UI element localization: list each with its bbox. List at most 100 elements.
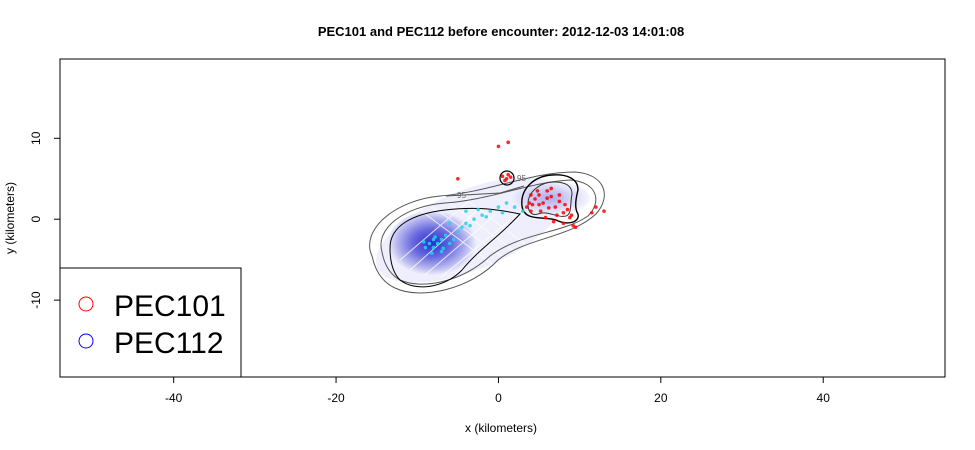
- data-point: [538, 209, 543, 213]
- x-axis-label: x (kilometers): [465, 421, 537, 435]
- contour-inner: [389, 207, 521, 288]
- y-axis-label: y (kilometers): [3, 182, 17, 254]
- data-point: [565, 207, 570, 212]
- contour-label-2: 95: [517, 174, 526, 183]
- data-point: [551, 219, 556, 224]
- data-point: [500, 174, 505, 179]
- data-point: [594, 205, 598, 209]
- data-point: [602, 209, 606, 213]
- data-point: [421, 240, 426, 244]
- data-point: [433, 235, 437, 239]
- y-tick-label: 0: [29, 216, 43, 223]
- legend-marker-pec101: [78, 296, 94, 312]
- data-point: [533, 197, 537, 201]
- data-point: [476, 207, 480, 212]
- data-point: [439, 237, 444, 242]
- data-point: [506, 172, 510, 177]
- series-pec101: [456, 140, 606, 230]
- contour-middle: [380, 179, 597, 285]
- data-point: [423, 245, 428, 250]
- data-point: [503, 178, 507, 183]
- series-pec112: [421, 201, 525, 255]
- data-point: [553, 205, 558, 209]
- data-point: [441, 246, 446, 251]
- data-point: [484, 214, 489, 219]
- data-point: [472, 217, 476, 222]
- data-point: [529, 209, 533, 213]
- data-point: [529, 193, 533, 197]
- data-point: [480, 213, 485, 217]
- chart-title: PEC101 and PEC112 before encounter: 2012…: [318, 24, 684, 39]
- contour-connector: [445, 185, 525, 197]
- data-point: [447, 241, 452, 246]
- data-point: [464, 221, 468, 226]
- data-point: [456, 176, 460, 181]
- legend-box: [59, 267, 242, 378]
- data-point: [488, 209, 493, 213]
- data-point: [545, 196, 549, 200]
- data-point: [543, 215, 548, 220]
- contour-label: 95: [457, 191, 466, 200]
- data-point: [460, 225, 464, 230]
- data-point: [427, 241, 432, 246]
- data-point: [506, 140, 510, 145]
- data-point: [464, 209, 468, 213]
- data-point: [541, 201, 545, 205]
- x-tick-label: 0: [495, 391, 502, 405]
- data-point: [555, 213, 559, 217]
- data-point: [537, 202, 541, 207]
- data-point: [545, 189, 549, 193]
- data-point: [512, 205, 517, 209]
- data-point: [557, 193, 562, 197]
- data-point: [447, 221, 452, 226]
- contour-small-circle: [499, 170, 515, 186]
- y-axis: -10 0 10: [29, 131, 60, 309]
- x-tick-label: -40: [165, 391, 183, 405]
- data-point: [451, 237, 456, 242]
- data-point: [568, 215, 572, 220]
- data-point: [439, 249, 444, 254]
- data-point: [549, 186, 554, 191]
- data-point: [525, 205, 529, 209]
- legend-label-pec101: PEC101: [114, 290, 226, 323]
- data-point: [561, 221, 566, 226]
- contour-east: [521, 174, 579, 224]
- data-point: [573, 225, 578, 230]
- legend: PEC101 PEC112: [59, 267, 242, 378]
- data-point: [546, 206, 551, 210]
- data-point: [520, 209, 525, 213]
- data-point: [537, 193, 541, 197]
- data-point: [435, 241, 440, 246]
- data-point: [468, 223, 472, 228]
- data-point: [590, 210, 594, 215]
- data-point: [504, 201, 509, 205]
- y-tick-label: 10: [29, 131, 43, 145]
- plot-frame: [59, 58, 946, 378]
- data-point: [563, 202, 567, 207]
- contour-outer: [369, 171, 605, 294]
- contour-east-inner: [527, 181, 573, 217]
- data-point: [508, 175, 513, 179]
- data-point: [557, 199, 562, 204]
- data-point: [549, 194, 554, 199]
- density-surface-east: [510, 181, 590, 215]
- x-tick-label: 20: [654, 391, 668, 405]
- data-point: [496, 144, 501, 149]
- x-axis: -40 -20 0 20 40: [165, 377, 830, 405]
- data-point: [456, 229, 460, 234]
- data-point: [500, 210, 505, 215]
- data-point: [527, 201, 532, 205]
- data-point: [561, 210, 566, 215]
- legend-label-pec112: PEC112: [114, 327, 224, 360]
- x-tick-label: -20: [327, 391, 345, 405]
- plot-area: 95 95: [369, 140, 606, 294]
- density-surface-west: [388, 211, 476, 275]
- y-tick-label: -10: [29, 291, 43, 309]
- data-point: [496, 205, 501, 209]
- data-point: [443, 233, 448, 238]
- data-point: [535, 189, 540, 193]
- legend-marker-pec112: [78, 333, 94, 349]
- data-point: [431, 245, 436, 250]
- data-point: [430, 251, 434, 255]
